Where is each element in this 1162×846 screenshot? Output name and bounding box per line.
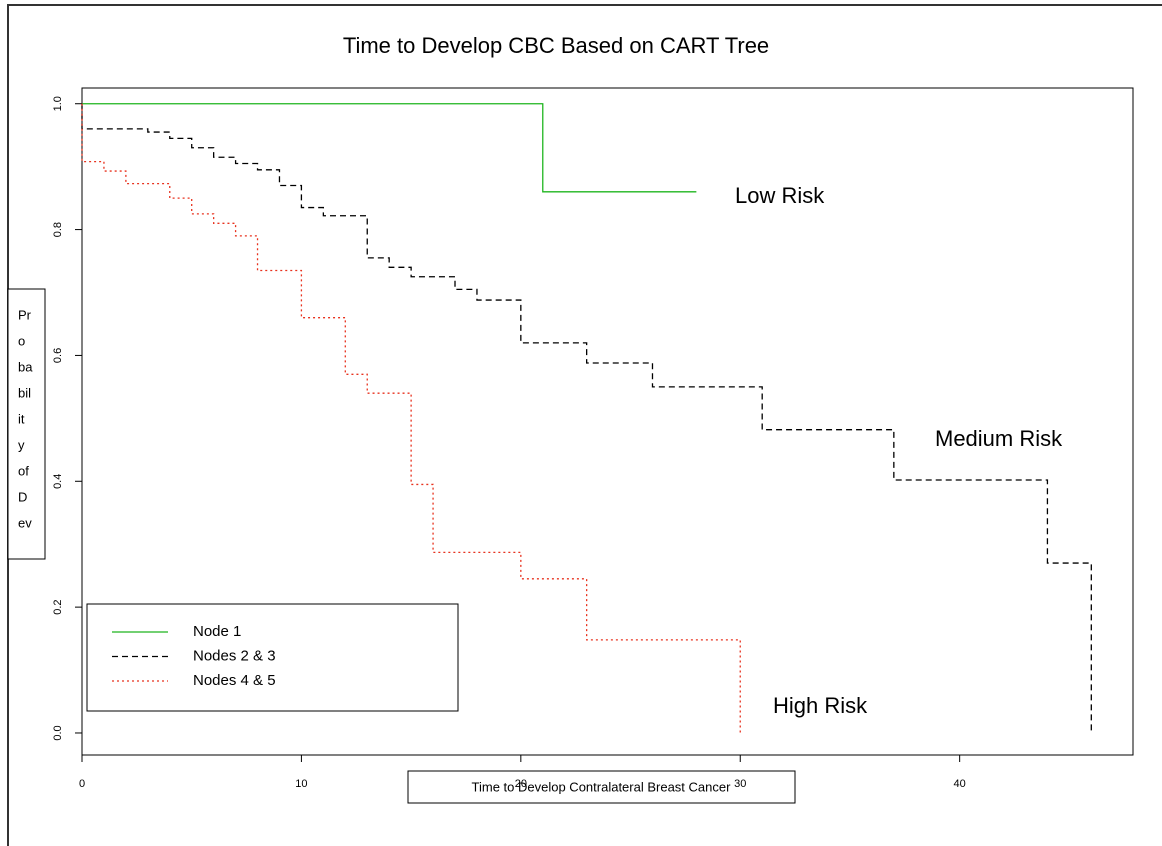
survival-line bbox=[81, 103, 1092, 733]
x-tick-label: 20 bbox=[515, 778, 527, 790]
legend-label: Nodes 4 & 5 bbox=[193, 672, 276, 689]
y-axis-label: ev bbox=[18, 515, 32, 530]
y-tick-label: 1.0 bbox=[52, 96, 64, 111]
plot-box bbox=[81, 87, 1134, 756]
legend-label: Node 1 bbox=[193, 623, 241, 640]
x-tick-label: 40 bbox=[954, 778, 966, 790]
annotation: High Risk bbox=[773, 693, 868, 718]
y-label-box bbox=[7, 288, 46, 560]
y-tick-label: 0.2 bbox=[52, 599, 64, 614]
y-axis-label: bil bbox=[18, 385, 31, 400]
x-tick-label: 0 bbox=[79, 778, 85, 790]
y-tick-label: 0.0 bbox=[52, 725, 64, 740]
x-tick-label: 10 bbox=[295, 778, 307, 790]
y-axis-label: Pr bbox=[18, 307, 32, 322]
y-axis-label: y bbox=[18, 437, 25, 452]
x-tick-label: 30 bbox=[734, 778, 746, 790]
survival-line bbox=[81, 103, 741, 733]
annotation: Low Risk bbox=[735, 183, 825, 208]
x-label-box bbox=[407, 770, 796, 804]
y-tick-label: 0.4 bbox=[52, 474, 64, 489]
legend-box bbox=[86, 603, 459, 712]
x-axis-label: Time to Develop Contralateral Breast Can… bbox=[472, 779, 732, 794]
y-axis-label: D bbox=[18, 489, 27, 504]
y-axis-label: ba bbox=[18, 359, 33, 374]
chart-title: Time to Develop CBC Based on CART Tree bbox=[343, 33, 769, 58]
legend-label: Nodes 2 & 3 bbox=[193, 647, 276, 664]
y-axis-label: o bbox=[18, 333, 25, 348]
y-tick-label: 0.6 bbox=[52, 348, 64, 363]
y-axis-label: it bbox=[18, 411, 25, 426]
annotation: Medium Risk bbox=[935, 426, 1063, 451]
survival-line bbox=[82, 103, 697, 193]
y-axis-label: of bbox=[18, 463, 29, 478]
y-tick-label: 0.8 bbox=[52, 222, 64, 237]
frame bbox=[7, 4, 1162, 846]
